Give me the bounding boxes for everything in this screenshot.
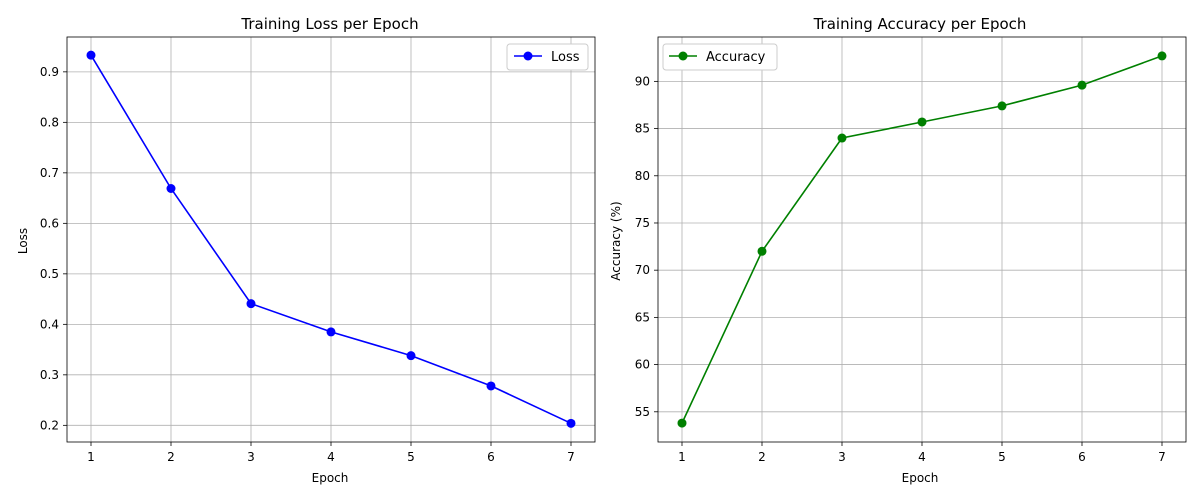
accuracy-chart: Training Accuracy per Epoch Epoch Accura… (609, 15, 1187, 485)
accuracy-chart-x-tick-label: 3 (838, 450, 846, 464)
accuracy-chart-x-tick-label: 2 (758, 450, 766, 464)
loss-chart: Training Loss per Epoch Epoch Loss 1 2 3 4 5… (16, 15, 596, 485)
loss-chart-legend-box (506, 43, 589, 71)
loss-chart-legend-marker (523, 51, 533, 61)
accuracy-chart-data-point (677, 418, 687, 428)
accuracy-chart-y-tick-label: 65 (635, 310, 650, 324)
loss-chart-y-axis-label: Loss (16, 228, 30, 254)
loss-chart-x-axis-label: Epoch (312, 471, 349, 485)
accuracy-chart-legend: Accuracy (662, 43, 778, 71)
accuracy-chart-legend-label: Accuracy (706, 50, 766, 65)
loss-chart-data-point (326, 327, 336, 337)
loss-chart-x-tick-label: 3 (247, 450, 255, 464)
loss-chart-y-tick-label: 0.2 (40, 418, 59, 432)
loss-chart-data-point (166, 183, 176, 193)
accuracy-chart-legend-marker (678, 51, 688, 61)
loss-chart-data-point (566, 418, 576, 428)
loss-chart-x-tick-label: 6 (487, 450, 495, 464)
accuracy-chart-data-point (917, 117, 927, 127)
accuracy-chart-data-point (1157, 51, 1167, 61)
accuracy-chart-x-tick-label: 6 (1078, 450, 1086, 464)
loss-chart-y-tick-label: 0.6 (40, 216, 59, 230)
accuracy-chart-x-tick-label: 4 (918, 450, 926, 464)
loss-chart-y-tick-label: 0.7 (40, 166, 59, 180)
accuracy-chart-data-point (757, 246, 767, 256)
loss-chart-y-tick-label: 0.8 (40, 115, 59, 129)
loss-chart-y-tick-label: 0.9 (40, 65, 59, 79)
accuracy-chart-y-axis-label: Accuracy (%) (609, 201, 623, 280)
loss-chart-x-tick-label: 4 (327, 450, 335, 464)
accuracy-chart-y-tick-label: 85 (635, 122, 650, 136)
accuracy-chart-x-axis-label: Epoch (902, 471, 939, 485)
loss-chart-legend: Loss (506, 43, 589, 71)
accuracy-chart-y-tick-label: 75 (635, 216, 650, 230)
accuracy-chart-data-point (1077, 80, 1087, 90)
accuracy-chart-title: Training Accuracy per Epoch (813, 15, 1027, 33)
loss-chart-data-point (406, 351, 416, 361)
accuracy-chart-x-tick-label: 1 (678, 450, 686, 464)
accuracy-chart-plot-frame (657, 36, 1187, 443)
loss-chart-y-tick-label: 0.4 (40, 317, 59, 331)
accuracy-chart-legend-box (662, 43, 778, 71)
loss-chart-legend-label: Loss (551, 50, 580, 65)
accuracy-chart-data-point (997, 101, 1007, 111)
loss-chart-data-point (486, 381, 496, 391)
accuracy-chart-x-tick-label: 7 (1158, 450, 1166, 464)
accuracy-chart-y-tick-label: 60 (635, 358, 650, 372)
loss-chart-data-point (246, 299, 256, 309)
loss-chart-x-tick-label: 7 (567, 450, 575, 464)
loss-chart-data-point (86, 50, 96, 60)
loss-chart-x-tick-label: 5 (407, 450, 415, 464)
loss-chart-y-tick-label: 0.5 (40, 267, 59, 281)
loss-chart-y-tick-label: 0.3 (40, 368, 59, 382)
loss-chart-x-tick-label: 2 (167, 450, 175, 464)
accuracy-chart-y-tick-label: 70 (635, 263, 650, 277)
loss-chart-x-tick-label: 1 (87, 450, 95, 464)
accuracy-chart-data-point (837, 133, 847, 143)
loss-chart-plot-frame (66, 36, 596, 443)
loss-chart-title: Training Loss per Epoch (240, 15, 418, 33)
accuracy-chart-y-tick-label: 55 (635, 405, 650, 419)
accuracy-chart-x-tick-label: 5 (998, 450, 1006, 464)
accuracy-chart-y-tick-label: 90 (635, 74, 650, 88)
accuracy-chart-y-tick-label: 80 (635, 169, 650, 183)
